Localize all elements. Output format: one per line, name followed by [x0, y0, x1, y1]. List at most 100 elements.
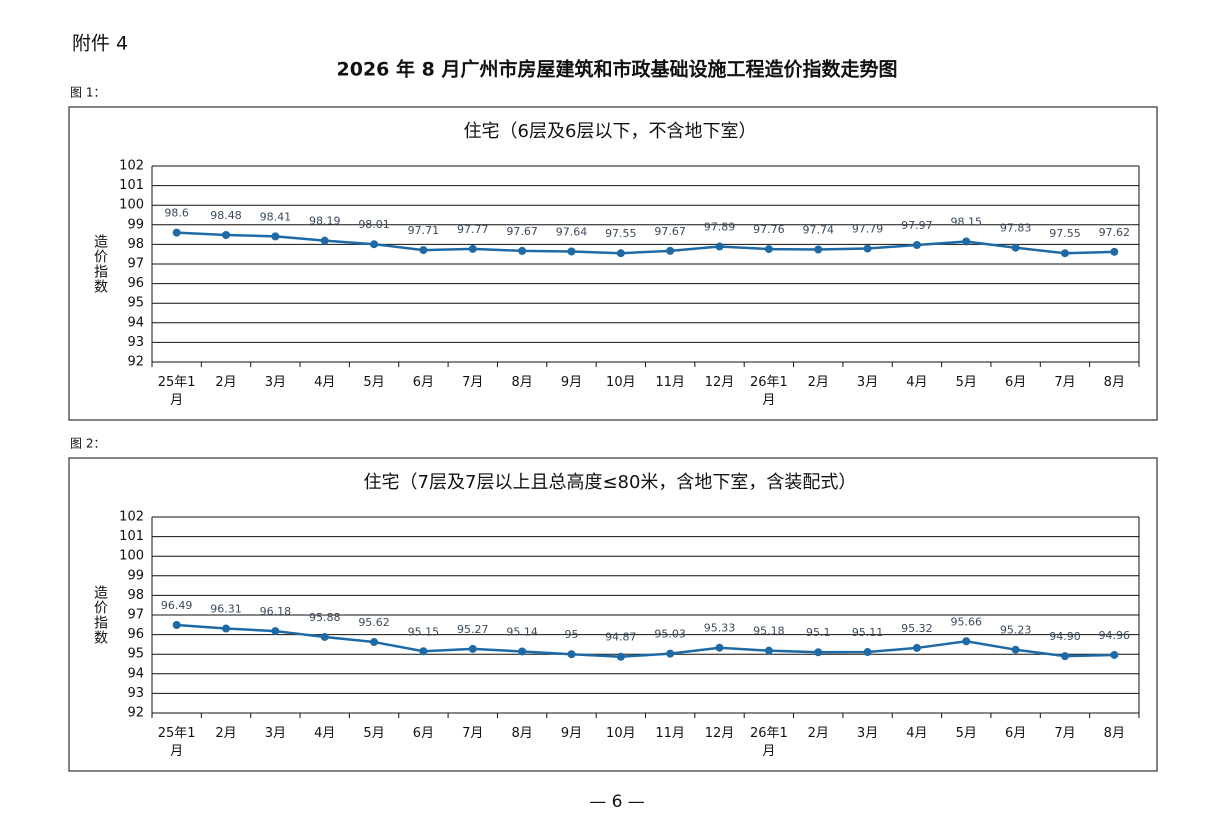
x-tick-label: 2月: [215, 726, 236, 741]
value-label: 97.67: [654, 225, 686, 238]
value-label: 95.15: [408, 625, 440, 638]
x-tick-label: 4月: [906, 375, 927, 390]
value-label: 96.18: [260, 605, 292, 618]
point: [1060, 652, 1069, 661]
y-axis-label: 造价指数: [92, 234, 108, 294]
point: [222, 624, 231, 633]
x-tick-label: 6月: [413, 375, 434, 390]
value-label: 97.79: [852, 223, 884, 236]
x-tick-label: 9月: [561, 726, 582, 741]
point: [419, 647, 428, 656]
point: [764, 646, 773, 655]
x-tick-label: 4月: [314, 726, 335, 741]
point: [1011, 645, 1020, 654]
point: [518, 246, 527, 255]
y-tick-label: 99: [127, 217, 144, 232]
point: [419, 246, 428, 255]
x-tick-label: 5月: [363, 375, 384, 390]
x-tick-label: 11月: [655, 726, 685, 741]
x-tick-label: 11月: [655, 375, 685, 390]
chart-frame: [68, 457, 1158, 772]
x-tick-label: 8月: [511, 726, 532, 741]
point: [962, 237, 971, 246]
y-tick-label: 93: [127, 686, 144, 701]
footer: — 6 —: [589, 792, 645, 812]
y-tick-label: 98: [127, 237, 144, 252]
value-label: 97.71: [408, 224, 440, 237]
y-tick-label: 101: [119, 178, 144, 193]
point: [666, 246, 675, 255]
value-label: 95.11: [852, 626, 884, 639]
value-label: 95.27: [457, 623, 489, 636]
x-tick-label: 3月: [265, 375, 286, 390]
value-label: 95.14: [506, 625, 538, 638]
y-tick-label: 94: [127, 315, 144, 330]
x-tick-label: 3月: [265, 726, 286, 741]
value-label: 98.15: [951, 215, 983, 228]
point: [616, 652, 625, 661]
y-tick-label: 94: [127, 666, 144, 681]
point: [468, 244, 477, 253]
value-label: 95.18: [753, 625, 785, 638]
value-label: 97.89: [704, 221, 736, 234]
point: [863, 648, 872, 657]
value-label: 97.55: [1049, 227, 1081, 240]
value-label: 98.01: [358, 218, 390, 231]
x-tick-label: 8月: [1104, 726, 1125, 741]
value-label: 95.1: [806, 626, 831, 639]
y-tick-label: 101: [119, 529, 144, 544]
point: [370, 638, 379, 647]
value-label: 97.83: [1000, 222, 1032, 235]
point: [912, 240, 921, 249]
y-tick-label: 97: [127, 257, 144, 272]
x-tick-label: 2月: [808, 375, 829, 390]
x-tick-label: 7月: [1054, 375, 1075, 390]
point: [271, 627, 280, 636]
y-tick-label: 98: [127, 588, 144, 603]
figure-label: 图 2：: [70, 437, 105, 451]
x-tick-label: 6月: [1005, 375, 1026, 390]
x-tick-label: 8月: [511, 375, 532, 390]
value-label: 98.19: [309, 215, 341, 228]
value-label: 95.33: [704, 622, 736, 635]
y-tick-label: 102: [119, 159, 144, 174]
x-tick-label: 7月: [462, 726, 483, 741]
chart-frame: [68, 106, 1158, 421]
y-tick-label: 97: [127, 608, 144, 623]
y-tick-label: 100: [119, 198, 144, 213]
x-tick-label: 25年1 月: [158, 726, 196, 759]
chart-title: 住宅（7层及7层以上且总高度≤80米，含地下室，含装配式）: [364, 472, 857, 493]
value-label: 98.6: [164, 207, 189, 220]
value-label: 97.97: [901, 219, 933, 232]
x-tick-label: 6月: [1005, 726, 1026, 741]
value-label: 97.77: [457, 223, 489, 236]
value-label: 98.41: [260, 210, 292, 223]
point: [715, 643, 724, 652]
point: [320, 236, 329, 245]
x-tick-label: 2月: [808, 726, 829, 741]
point: [320, 632, 329, 641]
point: [1110, 247, 1119, 256]
point: [567, 650, 576, 659]
x-tick-label: 26年1 月: [750, 375, 788, 408]
x-tick-label: 25年1 月: [158, 375, 196, 408]
value-label: 97.67: [506, 225, 538, 238]
y-tick-label: 102: [119, 510, 144, 525]
value-label: 97.64: [556, 225, 588, 238]
point: [715, 242, 724, 251]
value-label: 97.76: [753, 223, 785, 236]
value-label: 96.49: [161, 599, 193, 612]
y-tick-label: 95: [127, 647, 144, 662]
y-tick-label: 92: [127, 706, 144, 721]
y-tick-label: 99: [127, 568, 144, 583]
line: [176, 623, 1115, 659]
x-tick-label: 7月: [462, 375, 483, 390]
attachment: 附件 4: [72, 33, 128, 55]
y-tick-label: 96: [127, 276, 144, 291]
x-tick-label: 3月: [857, 726, 878, 741]
point: [814, 245, 823, 254]
x-tick-label: 9月: [561, 375, 582, 390]
value-label: 98.48: [210, 209, 242, 222]
y-axis-label: 造价指数: [92, 585, 108, 645]
